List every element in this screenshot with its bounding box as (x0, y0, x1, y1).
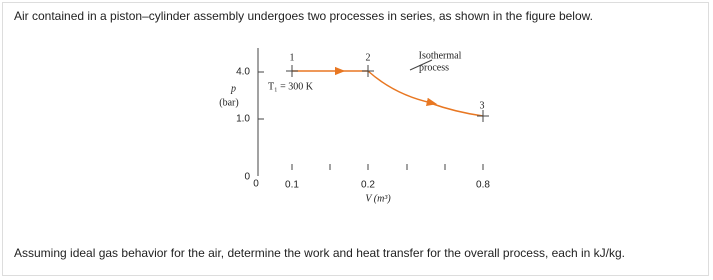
content-frame (2, 2, 709, 276)
question-text: Assuming ideal gas behavior for the air,… (14, 246, 625, 260)
y-axis-unit: (bar) (219, 97, 238, 108)
x-tick-label: 0.8 (476, 180, 490, 191)
state-label: 3 (480, 100, 485, 111)
state-label: 1 (290, 52, 295, 63)
y-tick-label: 1.0 (236, 114, 250, 125)
origin-label: 0 (244, 172, 250, 183)
state-label: 2 (366, 52, 371, 63)
y-axis-label: p (230, 83, 236, 94)
process-2-3 (367, 70, 438, 106)
intro-text: Air contained in a piston–cylinder assem… (14, 9, 593, 23)
process-label: Isothermal (419, 50, 462, 61)
y-tick-label: 4.0 (236, 67, 250, 78)
state-markers (286, 65, 489, 122)
origin-label: 0 (253, 179, 259, 190)
leader-line (409, 59, 433, 71)
x-axis-label: V (m³) (365, 193, 391, 204)
x-ticks (291, 164, 484, 170)
temperature-label: T₁ = 300 K (268, 81, 314, 92)
x-tick-label: 0.2 (361, 180, 375, 191)
x-tick-label: 0.1 (285, 180, 299, 191)
process-2-3 (429, 102, 484, 117)
process-label: process (419, 62, 449, 73)
